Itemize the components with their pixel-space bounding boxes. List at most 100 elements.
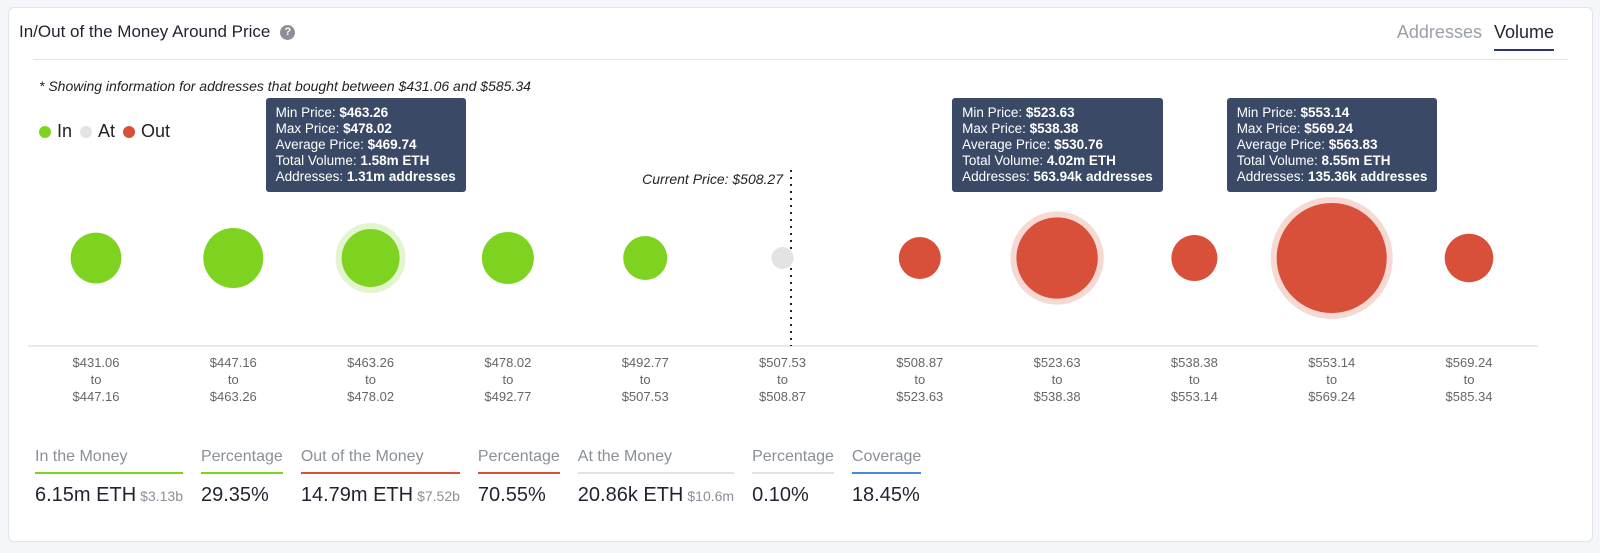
bubble-in[interactable] (341, 228, 400, 288)
bin-to-label: $492.77 (484, 389, 531, 404)
tooltip-row: Addresses: 1.31m addresses (275, 169, 456, 184)
stat-block: In the Money 6.15m ETH $3.13b (35, 448, 183, 507)
view-tabs: Addresses Volume (1397, 22, 1554, 51)
stat-usd-value: $7.52b (417, 488, 460, 504)
tooltip-row: Min Price: $523.63 (962, 105, 1075, 120)
stat-block: Percentage 29.35% (200, 448, 283, 507)
bin-to-word: to (365, 372, 376, 387)
stat-block: Percentage 70.55% (477, 448, 560, 507)
bin-from-label: $478.02 (484, 355, 531, 370)
range-note: * Showing information for addresses that… (39, 78, 531, 94)
legend-label: Out (141, 121, 171, 141)
bin-from-label: $447.16 (210, 355, 257, 370)
bin-to-label: $508.87 (759, 389, 806, 404)
bin-to-word: to (914, 372, 925, 387)
stat-value: 6.15m ETH $3.13b (35, 484, 183, 506)
tooltip-row: Total Volume: 8.55m ETH (1236, 153, 1391, 168)
bin-to-label: $538.38 (1034, 389, 1081, 404)
dot-icon (123, 126, 136, 139)
tooltip-row: Max Price: $538.38 (962, 121, 1079, 136)
stat-block: At the Money 20.86k ETH $10.6m (577, 448, 735, 507)
bin-from-label: $492.77 (622, 355, 669, 370)
bin-from-label: $569.24 (1446, 355, 1493, 370)
bubble-out[interactable] (1276, 202, 1387, 314)
bubble-out[interactable] (1444, 233, 1494, 283)
tooltip-row: Total Volume: 4.02m ETH (962, 153, 1116, 168)
bin-to-word: to (91, 372, 102, 387)
bin-from-label: $523.63 (1034, 355, 1081, 370)
tooltip-row: Min Price: $553.14 (1236, 105, 1350, 120)
card-title: In/Out of the Money Around Price (19, 22, 271, 41)
legend-label: In (57, 121, 73, 141)
tooltip: Min Price: $553.14 Max Price: $569.24 Aver… (1226, 98, 1438, 192)
question-circle-icon[interactable]: ? (280, 24, 296, 40)
bin-to-label: $507.53 (622, 389, 669, 404)
tab-volume[interactable]: Volume (1493, 22, 1554, 51)
bubble-out[interactable] (898, 237, 941, 279)
bubble-in[interactable] (70, 232, 122, 284)
bin-to-label: $553.14 (1171, 389, 1218, 404)
current-price-label: Current Price: $508.27 (642, 171, 784, 187)
stat-block: Percentage 0.10% (752, 448, 834, 507)
bubble-in[interactable] (623, 236, 668, 280)
stat-value: 18.45% (851, 484, 920, 506)
tooltip-row: Min Price: $463.26 (275, 105, 389, 120)
bubble-in[interactable] (203, 228, 264, 288)
tooltip-row: Average Price: $530.76 (962, 137, 1103, 152)
bin-from-label: $507.53 (759, 355, 806, 370)
bin-to-label: $478.02 (347, 389, 394, 404)
tooltip: Min Price: $463.26 Max Price: $478.02 Aver… (265, 98, 466, 192)
bin-from-label: $538.38 (1171, 355, 1218, 370)
bin-to-word: to (1464, 372, 1475, 387)
tooltip-row: Average Price: $563.83 (1236, 137, 1378, 152)
bin-to-word: to (1052, 372, 1063, 387)
bin-to-label: $463.26 (210, 389, 257, 404)
stat-value: 70.55% (477, 484, 546, 506)
tooltip-row: Max Price: $569.24 (1236, 121, 1354, 136)
bin-to-word: to (228, 372, 239, 387)
tab-addresses[interactable]: Addresses (1396, 22, 1482, 42)
divider (33, 59, 1568, 60)
bin-to-word: to (777, 372, 788, 387)
tooltip-row: Total Volume: 1.58m ETH (275, 153, 430, 168)
stat-label: At the Money (577, 448, 735, 474)
legend-item-in[interactable]: In (39, 121, 72, 142)
bin-from-label: $553.14 (1308, 355, 1355, 370)
stat-label: Percentage (752, 448, 834, 474)
stat-usd-value: $10.6m (687, 488, 735, 504)
stat-value: 20.86k ETH $10.6m (577, 484, 735, 506)
stat-label: Percentage (477, 448, 560, 474)
stat-block: Coverage 18.45% (851, 448, 922, 507)
bin-from-label: $463.26 (347, 355, 394, 370)
legend-item-out[interactable]: Out (123, 121, 170, 142)
stat-label: Coverage (851, 448, 922, 474)
bin-to-label: $447.16 (73, 389, 120, 404)
legend: In At Out (39, 121, 170, 142)
bubble-at[interactable] (771, 247, 794, 269)
bin-to-label: $585.34 (1446, 389, 1493, 404)
bin-to-label: $523.63 (896, 389, 943, 404)
bin-from-label: $431.06 (73, 355, 120, 370)
tooltip-row: Addresses: 135.36k addresses (1236, 169, 1428, 184)
stat-value: 0.10% (752, 484, 809, 506)
stat-value: 14.79m ETH $7.52b (300, 484, 460, 506)
bin-to-word: to (1326, 372, 1337, 387)
legend-item-at[interactable]: At (80, 121, 115, 142)
bubble-out[interactable] (1016, 217, 1098, 299)
dot-icon (80, 126, 93, 139)
dot-icon (39, 126, 51, 139)
stat-usd-value: $3.13b (140, 488, 183, 504)
bin-to-label: $569.24 (1308, 389, 1355, 404)
bubble-in[interactable] (481, 232, 534, 284)
summary-stats: In the Money 6.15m ETH $3.13b Percentage 29.… (35, 448, 922, 507)
bubble-out[interactable] (1171, 235, 1218, 281)
bin-to-word: to (640, 372, 651, 387)
stat-label: Out of the Money (300, 448, 460, 474)
bin-to-word: to (1189, 372, 1200, 387)
stat-block: Out of the Money 14.79m ETH $7.52b (300, 448, 460, 507)
bin-to-word: to (502, 372, 513, 387)
tooltip-row: Max Price: $478.02 (275, 121, 392, 136)
tooltip: Min Price: $523.63 Max Price: $538.38 Aver… (952, 98, 1163, 192)
stat-label: Percentage (200, 448, 283, 474)
